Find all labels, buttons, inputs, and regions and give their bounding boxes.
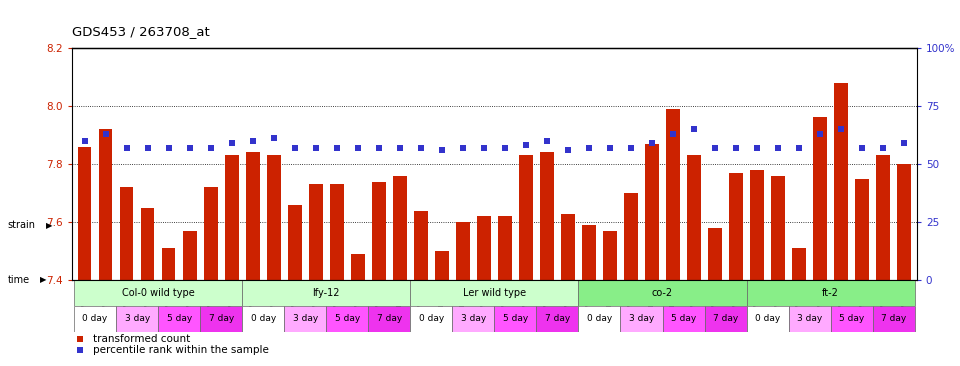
Bar: [116, 306, 158, 332]
Text: 5 day: 5 day: [335, 314, 360, 324]
Text: 7 day: 7 day: [713, 314, 738, 324]
Text: ▶: ▶: [40, 276, 47, 284]
Text: GDS453 / 263708_at: GDS453 / 263708_at: [72, 25, 209, 38]
Bar: [747, 306, 788, 332]
Bar: [309, 184, 323, 280]
Bar: [288, 205, 301, 280]
Bar: [246, 152, 259, 280]
Bar: [78, 146, 91, 280]
Bar: [751, 170, 764, 280]
Bar: [788, 306, 830, 332]
Bar: [74, 280, 242, 306]
Text: 5 day: 5 day: [166, 314, 192, 324]
Bar: [687, 155, 701, 280]
Text: 7 day: 7 day: [881, 314, 906, 324]
Bar: [876, 155, 890, 280]
Bar: [834, 82, 848, 280]
Bar: [624, 193, 637, 280]
Bar: [410, 306, 452, 332]
Bar: [747, 280, 915, 306]
Bar: [494, 306, 537, 332]
Bar: [519, 155, 533, 280]
Bar: [562, 213, 575, 280]
Text: 3 day: 3 day: [293, 314, 318, 324]
Bar: [579, 306, 620, 332]
Bar: [579, 280, 747, 306]
Bar: [730, 173, 743, 280]
Text: 5 day: 5 day: [671, 314, 696, 324]
Text: Ler wild type: Ler wild type: [463, 288, 526, 298]
Bar: [242, 280, 410, 306]
Bar: [267, 155, 280, 280]
Text: 0 day: 0 day: [587, 314, 612, 324]
Text: ft-2: ft-2: [822, 288, 839, 298]
Bar: [414, 210, 427, 280]
Bar: [873, 306, 915, 332]
Text: 7 day: 7 day: [545, 314, 570, 324]
Text: 0 day: 0 day: [419, 314, 444, 324]
Text: 0 day: 0 day: [755, 314, 780, 324]
Text: transformed count: transformed count: [93, 334, 190, 344]
Bar: [99, 129, 112, 280]
Bar: [620, 306, 662, 332]
Text: 3 day: 3 day: [125, 314, 150, 324]
Bar: [830, 306, 873, 332]
Bar: [477, 216, 491, 280]
Bar: [120, 187, 133, 280]
Bar: [898, 164, 911, 280]
Bar: [537, 306, 579, 332]
Text: ▶: ▶: [46, 221, 53, 229]
Bar: [141, 208, 155, 280]
Bar: [540, 152, 554, 280]
Bar: [456, 222, 469, 280]
Bar: [705, 306, 747, 332]
Bar: [410, 280, 579, 306]
Bar: [708, 228, 722, 280]
Text: 5 day: 5 day: [839, 314, 864, 324]
Text: 7 day: 7 day: [376, 314, 402, 324]
Bar: [792, 249, 806, 280]
Bar: [666, 109, 680, 280]
Bar: [326, 306, 369, 332]
Bar: [351, 254, 365, 280]
Text: 5 day: 5 day: [503, 314, 528, 324]
Text: 3 day: 3 day: [797, 314, 823, 324]
Text: co-2: co-2: [652, 288, 673, 298]
Text: time: time: [8, 275, 30, 285]
Bar: [813, 117, 827, 280]
Bar: [225, 155, 238, 280]
Bar: [242, 306, 284, 332]
Text: percentile rank within the sample: percentile rank within the sample: [93, 346, 269, 355]
Text: 7 day: 7 day: [208, 314, 234, 324]
Bar: [645, 143, 659, 280]
Bar: [330, 184, 344, 280]
Bar: [162, 249, 176, 280]
Text: strain: strain: [8, 220, 36, 230]
Text: 3 day: 3 day: [629, 314, 654, 324]
Bar: [74, 306, 116, 332]
Bar: [452, 306, 494, 332]
Bar: [182, 231, 197, 280]
Bar: [393, 176, 407, 280]
Text: 0 day: 0 day: [251, 314, 276, 324]
Bar: [201, 306, 242, 332]
Bar: [158, 306, 201, 332]
Bar: [603, 231, 617, 280]
Bar: [662, 306, 705, 332]
Bar: [498, 216, 512, 280]
Bar: [582, 225, 596, 280]
Text: 0 day: 0 day: [83, 314, 108, 324]
Bar: [204, 187, 218, 280]
Bar: [372, 182, 386, 280]
Bar: [435, 251, 448, 280]
Bar: [855, 179, 869, 280]
Bar: [369, 306, 410, 332]
Text: 3 day: 3 day: [461, 314, 486, 324]
Bar: [771, 176, 785, 280]
Bar: [284, 306, 326, 332]
Text: lfy-12: lfy-12: [313, 288, 340, 298]
Text: Col-0 wild type: Col-0 wild type: [122, 288, 195, 298]
